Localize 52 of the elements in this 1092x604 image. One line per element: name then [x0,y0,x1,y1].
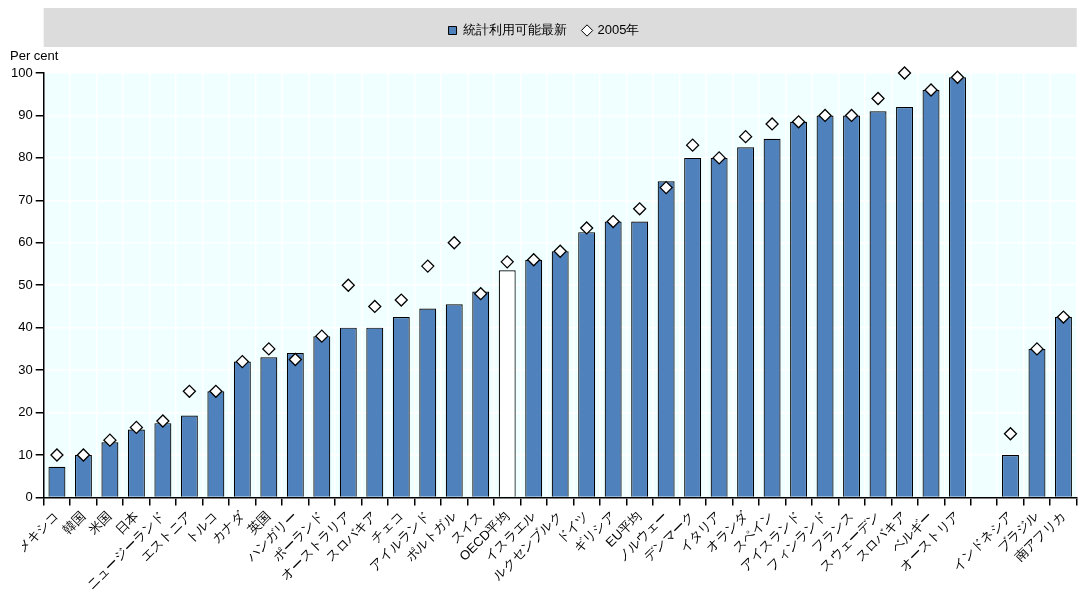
point [527,253,541,267]
point [500,255,514,269]
point [712,151,726,165]
point [394,293,408,307]
point [1030,342,1044,356]
y-tick-label: 70 [18,191,33,207]
point [447,236,461,250]
y-tick-label: 20 [18,404,33,420]
x-tick-label: メキシコ [14,507,62,556]
point [315,329,329,343]
point [182,384,197,398]
point [897,66,912,80]
point [791,115,806,129]
point [288,352,302,367]
point [1056,310,1071,324]
point [765,117,779,131]
point [950,70,965,84]
point [474,287,488,301]
point [262,342,276,356]
point [606,214,620,229]
point [871,91,885,106]
y-tick-label: 100 [10,64,33,80]
y-tick-label: 90 [18,107,33,123]
point [553,244,567,258]
point [844,108,859,123]
point [156,414,170,428]
y-tick-label: 10 [18,446,33,462]
point [235,354,249,369]
y-tick-label: 80 [18,149,33,165]
point [659,180,673,195]
point [421,259,435,273]
point [76,448,91,462]
y-axis-title: Per cent [10,48,59,64]
point [368,299,382,314]
point [341,278,355,292]
point [129,420,144,435]
point [685,138,700,152]
y-tick-label: 40 [18,319,33,335]
y-tick-label: 60 [18,234,33,250]
point [633,202,647,216]
legend-label: 2005年 [597,22,640,38]
point [1003,427,1018,441]
point [209,384,223,398]
y-tick-label: 30 [18,361,33,377]
point [738,130,753,144]
legend-label: 統計利用可能最新 [463,22,568,38]
point [818,108,832,123]
y-tick-label: 0 [25,489,33,505]
y-tick-label: 50 [18,276,33,292]
point [103,433,117,447]
point [580,221,594,235]
point [50,448,64,462]
